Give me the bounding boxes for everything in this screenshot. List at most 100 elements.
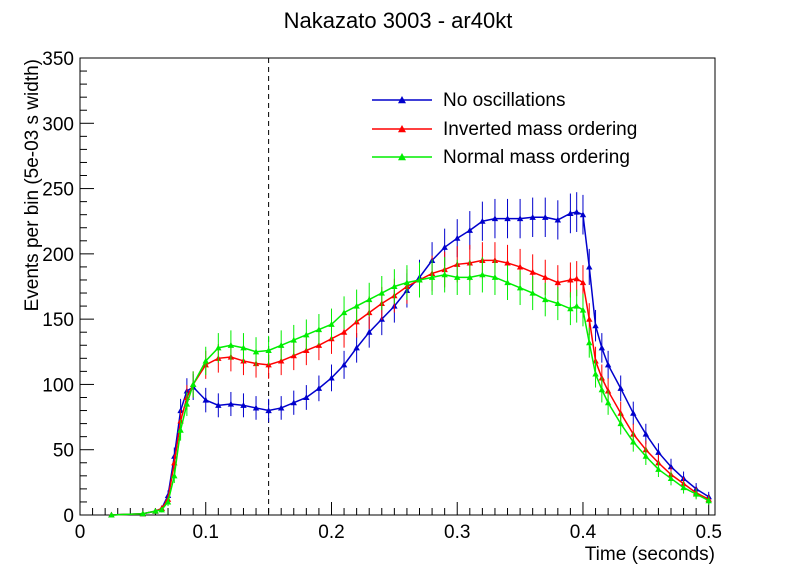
data-point [573,275,580,282]
data-point [303,347,310,354]
data-point [340,329,348,335]
y-tick-label: 350 [42,49,74,70]
data-point [667,475,675,481]
data-point [655,449,662,455]
data-point [567,305,574,312]
data-point [454,274,461,280]
data-point [265,347,272,354]
data-point [391,283,398,290]
legend-marker-inverted-mass-ordering [398,125,406,133]
series-inverted-mass-ordering [108,242,712,518]
data-point [479,218,486,224]
data-point [171,472,178,479]
data-point [554,216,562,223]
data-point [303,394,310,401]
data-point [416,276,423,283]
data-point [177,426,184,433]
data-point [642,430,650,437]
data-point [567,210,574,216]
legend-entry-normal-mass-ordering: Normal mass ordering [372,147,630,168]
legend-label-no-oscillations: No oscillations [443,90,566,111]
data-point [152,507,159,514]
data-point [328,321,335,327]
data-point [529,268,536,275]
legend-entry-no-oscillations: No oscillations [372,90,566,111]
data-point [554,300,562,307]
data-point [139,510,147,517]
y-axis-title: Events per bin (5e-03 s width) [22,59,43,311]
chart-title: Nakazato 3003 - ar40kt [284,8,513,33]
data-point [328,374,335,381]
legend-marker-normal-mass-ordering [398,153,406,161]
data-point [441,244,448,250]
data-point [240,402,247,408]
data-point [315,326,323,333]
data-point [542,214,549,220]
data-point [189,381,197,387]
data-point [227,400,235,407]
data-point [579,279,587,286]
data-point [567,276,574,283]
data-point [202,396,209,403]
data-point [642,453,650,459]
data-point [164,498,172,505]
data-point [630,409,637,416]
data-point [604,399,612,406]
data-point [586,315,593,322]
legend-marker-no-oscillations [398,96,406,104]
legend-label-inverted-mass-ordering: Inverted mass ordering [443,119,637,140]
data-point [441,271,448,278]
data-point [454,234,461,241]
data-point [290,399,297,406]
x-tick-label: 0.2 [318,522,344,543]
series-no-oscillations [108,192,712,518]
data-point [277,342,285,348]
data-point [183,400,191,407]
legend-label-normal-mass-ordering: Normal mass ordering [443,147,630,168]
x-tick-label: 0 [75,522,86,543]
x-axis-title: Time (seconds) [585,544,715,565]
data-point [667,463,675,470]
data-point [277,404,285,411]
data-point [579,306,587,313]
data-point [277,357,285,364]
legend-entry-inverted-mass-ordering: Inverted mass ordering [372,119,637,140]
data-point [403,279,411,286]
data-point [158,506,165,513]
data-point [466,227,474,233]
data-point [353,344,360,351]
data-point [479,271,486,278]
data-point [655,466,662,472]
data-point [315,385,323,391]
data-point [290,352,297,359]
data-point [252,404,260,411]
data-point [504,259,511,266]
data-point [542,274,549,280]
data-point [630,438,637,445]
data-point [516,284,524,291]
data-point [586,263,593,270]
y-tick-label: 150 [42,310,74,331]
data-point [592,370,599,377]
data-point [215,344,222,351]
data-point [573,208,580,215]
y-tick-label: 0 [63,506,74,527]
data-point [680,484,687,491]
data-point [366,329,373,335]
data-point [542,296,549,303]
legend: No oscillations Inverted mass ordering N… [372,90,637,168]
data-point [491,215,499,222]
data-point [529,289,536,296]
plot-frame [79,57,716,516]
data-point [215,402,222,408]
data-point [303,331,310,338]
data-point [428,274,436,280]
data-point [692,490,700,497]
data-point [598,386,606,393]
data-point [202,357,209,364]
y-tick-label: 50 [53,441,74,462]
data-point [516,263,524,270]
x-tick-label: 0.3 [444,522,470,543]
